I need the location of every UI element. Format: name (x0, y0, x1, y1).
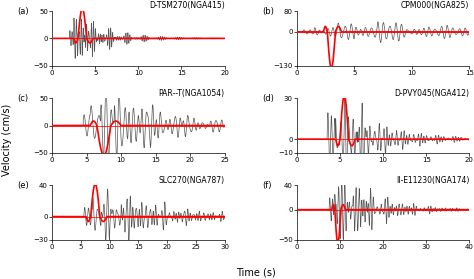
Text: D-PVY045(NGA412): D-PVY045(NGA412) (394, 88, 469, 98)
Text: (e): (e) (18, 181, 29, 190)
Text: Time (s): Time (s) (236, 268, 276, 278)
Text: Velocity (cm/s): Velocity (cm/s) (2, 104, 12, 175)
Text: (c): (c) (18, 94, 29, 103)
Text: SLC270(NGA787): SLC270(NGA787) (158, 176, 225, 185)
Text: PAR--T(NGA1054): PAR--T(NGA1054) (158, 88, 225, 98)
Text: CPM000(NGA825): CPM000(NGA825) (401, 1, 469, 10)
Text: (a): (a) (18, 7, 29, 16)
Text: (b): (b) (263, 7, 274, 16)
Text: (d): (d) (263, 94, 274, 103)
Text: D-TSM270(NGA415): D-TSM270(NGA415) (149, 1, 225, 10)
Text: (f): (f) (263, 181, 272, 190)
Text: II-E11230(NGA174): II-E11230(NGA174) (396, 176, 469, 185)
